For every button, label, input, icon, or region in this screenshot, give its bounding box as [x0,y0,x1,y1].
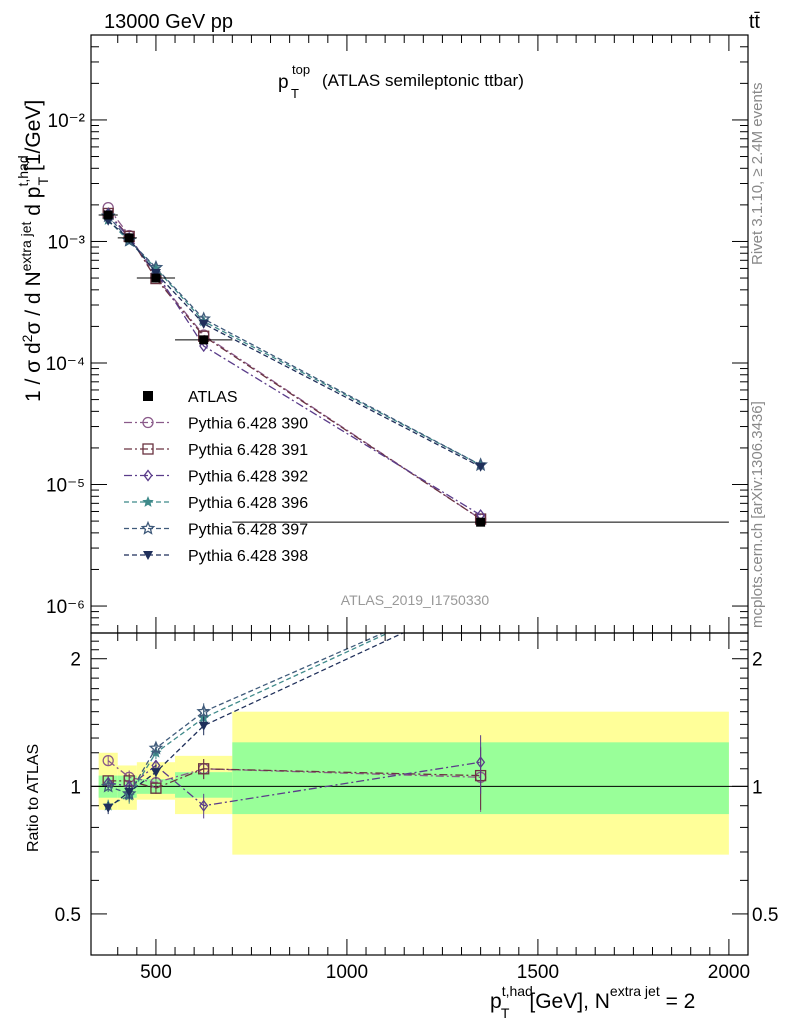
data-point-marker [103,210,113,220]
y-tick-label: 10⁻⁴ [46,354,85,375]
analysis-watermark: ATLAS_2019_I1750330 [341,592,490,608]
ratio-y-ticks: 0.5 0.5 1 1 2 2 [55,640,778,956]
ratio-plot-panel: 500 1000 1500 2000 0.5 0.5 1 1 2 2 [55,35,778,983]
mcplots-label: mcplots.cern.ch [arXiv:1306.3436] [749,401,766,628]
data-point-marker [102,754,114,767]
data-point-marker [143,551,153,560]
legend-entry: Pythia 6.428 398 [124,548,308,565]
header-left-label: 13000 GeV pp [104,11,233,33]
legend-entry: ATLAS [143,389,238,406]
ratio-tick-label: 2 [752,650,763,671]
data-point-marker [142,496,154,507]
ratio-series-pythia-6-428-397 [100,633,385,802]
data-point-marker [199,799,209,812]
x-axis-label: pt,had T [GeV], Nextra jet = 2 [490,983,695,1021]
series-line [107,220,481,468]
data-point-marker [142,416,154,429]
ratio-tick-label: 0.5 [752,905,778,926]
y-tick-label: 10⁻² [48,111,86,132]
data-point-marker [198,721,209,731]
y-tick-label: 10⁻³ [48,232,86,253]
title-superscript: top [292,62,310,77]
legend: ATLAS Pythia 6.428 390 Pythia 6.428 391 Pyt… [124,389,308,565]
x-tick-label: 1000 [326,962,368,983]
legend-label: Pythia 6.428 391 [188,442,308,459]
ratio-tick-label: 1 [70,777,81,798]
ratio-y-axis-label: Ratio to ATLAS [25,744,42,852]
data-point-marker [476,756,486,769]
data-point-marker [143,469,153,482]
top-panel-frame [90,34,749,634]
data-point-marker [199,335,209,345]
legend-entry: Pythia 6.428 392 [124,469,308,486]
header-right-label: tt̄ [749,11,761,33]
data-point-marker [124,233,134,243]
data-point-marker [150,269,161,279]
legend-entry: Pythia 6.428 390 [124,416,308,433]
data-point-marker [140,520,156,535]
ratio-series-group [100,633,487,819]
atlas-data-series [98,210,729,527]
data-point-marker [150,782,162,794]
ratio-tick-label: 0.5 [55,905,81,926]
data-point-marker [198,319,209,329]
series-line [107,215,481,466]
data-point-marker [475,462,486,472]
data-point-marker [476,517,486,527]
data-point-marker [148,740,164,755]
y-tick-label: 10⁻⁵ [46,476,85,497]
title-subscript: T [291,86,299,101]
y-tick-label: 10⁻⁶ [46,597,85,618]
bottom-panel-frame [90,632,749,956]
data-point-marker [151,273,161,283]
data-point-marker [196,703,211,718]
top-series-group [98,201,729,527]
legend-label: Pythia 6.428 397 [188,522,308,539]
legend-label: Pythia 6.428 398 [188,548,308,565]
title-variable: p [278,72,289,93]
legend-label: ATLAS [188,389,238,406]
legend-entry: Pythia 6.428 397 [124,520,308,539]
legend-label: Pythia 6.428 392 [188,469,308,486]
x-tick-label: 2000 [708,962,750,983]
x-tick-label: 1500 [517,962,559,983]
data-point-marker [150,768,161,778]
data-point-marker [103,803,114,813]
chart-title: (ATLAS semileptonic ttbar) [322,71,524,90]
legend-label: Pythia 6.428 396 [188,495,308,512]
legend-entry: Pythia 6.428 396 [124,495,308,512]
data-point-marker [124,787,135,797]
data-point-marker [142,443,154,455]
main-plot-panel: 10⁻⁶ 10⁻⁵ 10⁻⁴ 10⁻³ 10⁻² [46,34,749,634]
data-point-marker [143,391,153,401]
top-y-ticks: 10⁻⁶ 10⁻⁵ 10⁻⁴ 10⁻³ 10⁻² [46,34,748,634]
legend-label: Pythia 6.428 390 [188,416,308,433]
rivet-version-label: Rivet 3.1.10, ≥ 2.4M events [749,83,766,266]
ratio-tick-label: 2 [70,650,81,671]
series-pythia-6-428-398 [103,216,486,472]
data-point-marker [198,763,210,775]
x-tick-label: 500 [140,962,172,983]
ratio-series-pythia-6-428-398 [103,633,405,815]
legend-entry: Pythia 6.428 391 [124,442,308,459]
ratio-tick-label: 1 [752,777,763,798]
x-ticks: 500 1000 1500 2000 [117,35,750,983]
data-point-marker [100,778,116,793]
